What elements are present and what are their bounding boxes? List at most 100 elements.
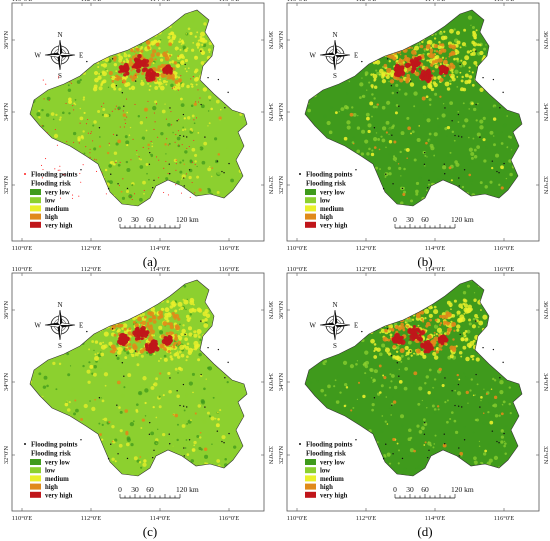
scale-bar: 0 30 60 120 km (118, 485, 199, 499)
flooding-points (355, 320, 505, 460)
compass-e-label: E (79, 322, 83, 330)
scale-bar-label: 30 (131, 485, 139, 494)
map-svg-c: 110°0'E 110°0'E 112°0'E 112°0'E 114°0'E 114°0… (3, 266, 274, 539)
legend-swatch-high (30, 213, 41, 220)
legend-points-label: Flooding points (306, 171, 353, 179)
province-outline (304, 279, 523, 477)
lon-tick-label-bottom: 112°0'E (356, 515, 377, 522)
scale-bar-label: 120 km (451, 215, 474, 224)
lon-tick-label-bottom: 110°0'E (287, 245, 308, 252)
compass-w-label: W (309, 322, 316, 330)
legend-label-low: low (320, 468, 330, 475)
compass-rose-icon: N S E W (34, 301, 83, 350)
legend-label-medium: medium (320, 206, 344, 213)
legend-swatch-low (30, 467, 41, 474)
lon-tick-label-bottom: 116°0'E (494, 245, 515, 252)
lon-tick-label-top: 112°0'E (356, 266, 377, 273)
legend-risk-title: Flooding risk (31, 180, 71, 188)
legend-swatch-high (30, 483, 41, 490)
flooding-points (355, 50, 505, 190)
lon-tick-label-top: 110°0'E (12, 266, 33, 273)
lon-tick-label-top: 112°0'E (81, 266, 102, 273)
legend-points-label: Flooding points (306, 441, 353, 449)
legend-label-very-low: very low (320, 190, 345, 197)
lat-tick-label-right: 36°0'N (267, 31, 274, 50)
province-outline (304, 9, 523, 207)
lat-tick-label-right: 32°0'N (267, 176, 274, 195)
lat-tick-label-right: 34°0'N (267, 103, 274, 122)
province-outline (29, 279, 248, 477)
compass-rose-icon: N S E W (309, 31, 358, 80)
scale-bar-label: 60 (421, 485, 429, 494)
lat-tick-label-left: 36°0'N (278, 301, 285, 320)
legend-swatch-low (305, 467, 316, 474)
legend-label-medium: medium (320, 476, 344, 483)
legend-swatch-high (305, 483, 316, 490)
lon-tick-label-top: 110°0'E (12, 0, 33, 3)
map-panel-b: 110°0'E 110°0'E 112°0'E 112°0'E 114°0'E 114°0… (275, 0, 550, 270)
lon-tick-label-bottom: 116°0'E (219, 245, 240, 252)
legend-risk-title: Flooding risk (31, 450, 71, 458)
lat-tick-label-left: 36°0'N (278, 31, 285, 50)
scale-bar: 0 30 60 120 km (393, 485, 474, 499)
compass-s-label: S (333, 72, 337, 80)
legend-label-medium: medium (45, 206, 69, 213)
scale-bar-label: 60 (146, 485, 154, 494)
legend-swatch-medium (305, 475, 316, 482)
compass-s-label: S (58, 342, 62, 350)
legend-label-very-high: very high (320, 492, 348, 499)
lat-tick-label-right: 32°0'N (267, 446, 274, 465)
scale-bar-label: 30 (131, 215, 139, 224)
compass-rose-icon: N S E W (34, 31, 83, 80)
scale-bar: 0 30 60 120 km (393, 215, 474, 229)
compass-e-label: E (79, 52, 83, 60)
legend-label-very-high: very high (320, 222, 348, 229)
scale-bar-label: 0 (393, 215, 397, 224)
lat-tick-label-left: 34°0'N (3, 373, 10, 392)
legend-points-label: Flooding points (31, 441, 78, 449)
panel-caption-a: (a) (143, 254, 157, 269)
map-svg-b: 110°0'E 110°0'E 112°0'E 112°0'E 114°0'E 114°0… (278, 0, 549, 269)
legend-swatch-very-low (305, 459, 316, 465)
scale-bar-label: 0 (393, 485, 397, 494)
scale-bar: 0 30 60 120 km (118, 215, 199, 229)
legend-swatch-very-high (305, 491, 316, 498)
legend-swatch-medium (305, 205, 316, 212)
legend-label-very-low: very low (45, 190, 70, 197)
lat-tick-label-left: 32°0'N (278, 446, 285, 465)
legend-label-very-low: very low (320, 460, 345, 467)
legend-label-very-high: very high (45, 222, 73, 229)
lat-tick-label-left: 32°0'N (278, 176, 285, 195)
scale-bar-label: 30 (406, 215, 414, 224)
lat-tick-label-right: 36°0'N (542, 301, 549, 320)
flooding-points (40, 50, 230, 201)
lat-tick-label-right: 36°0'N (267, 301, 274, 320)
map-svg-a: 110°0'E 110°0'E 112°0'E 112°0'E 114°0'E 114°0… (3, 0, 274, 269)
compass-w-label: W (34, 52, 41, 60)
lat-tick-label-left: 34°0'N (278, 373, 285, 392)
legend-swatch-very-high (305, 221, 316, 228)
legend-label-high: high (45, 484, 58, 491)
scale-bar-label: 0 (118, 485, 122, 494)
legend-swatch-high (305, 213, 316, 220)
legend-label-high: high (320, 484, 333, 491)
lon-tick-label-bottom: 116°0'E (219, 515, 240, 522)
panel-caption-d: (d) (417, 524, 432, 539)
lat-tick-label-right: 34°0'N (542, 103, 549, 122)
legend-swatch-very-high (30, 491, 41, 498)
lon-tick-label-top: 112°0'E (81, 0, 102, 3)
panel-caption-b: (b) (417, 254, 432, 269)
compass-n-label: N (332, 301, 337, 309)
compass-e-label: E (354, 52, 358, 60)
lon-tick-label-top: 114°0'E (425, 0, 446, 3)
scale-bar-label: 120 km (451, 485, 474, 494)
lat-tick-label-left: 32°0'N (3, 176, 10, 195)
legend-label-high: high (320, 214, 333, 221)
lon-tick-label-bottom: 116°0'E (494, 515, 515, 522)
lon-tick-label-bottom: 110°0'E (12, 245, 33, 252)
compass-n-label: N (332, 31, 337, 39)
lon-tick-label-top: 116°0'E (219, 266, 240, 273)
